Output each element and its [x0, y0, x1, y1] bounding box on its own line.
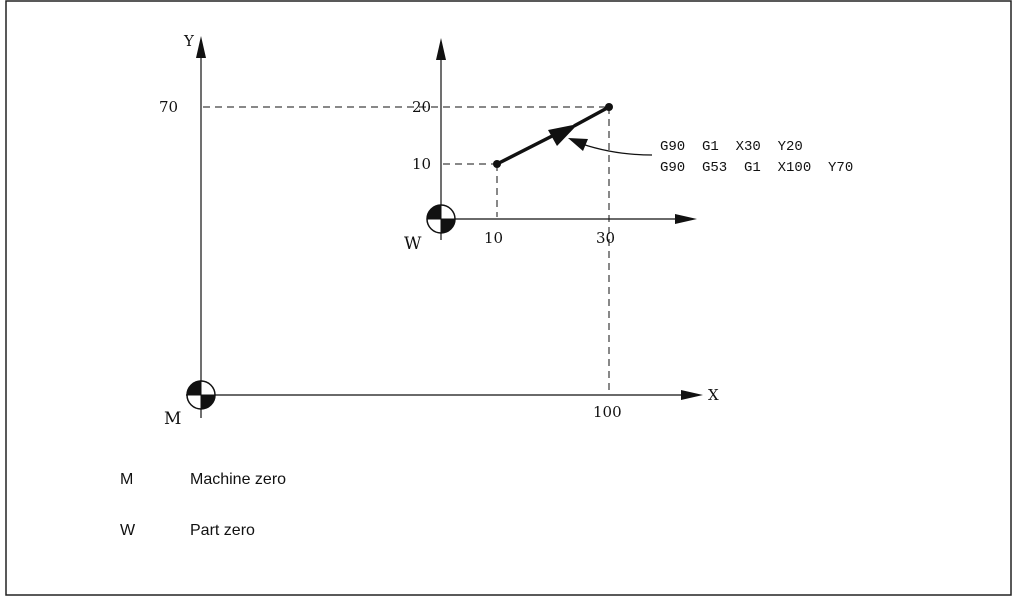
- annotation-line-1: G90 G1 X30 Y20: [660, 139, 803, 155]
- legend-key: W: [120, 522, 136, 539]
- start-point: [493, 160, 501, 168]
- machine-zero-icon: [186, 380, 216, 410]
- machine-y-label: Y: [183, 32, 195, 50]
- part-zero-icon: [426, 204, 456, 234]
- annotation-line-2: G90 G53 G1 X100 Y70: [660, 160, 853, 176]
- part-x-tick-30: 30: [596, 229, 615, 247]
- dashed-guides: [203, 106, 610, 393]
- legend-key: M: [120, 471, 134, 488]
- machine-x-label: X: [708, 386, 719, 404]
- part-y-arrowhead: [436, 38, 446, 60]
- part-x-arrowhead: [675, 214, 697, 224]
- machine-y-arrowhead: [196, 36, 206, 58]
- legend-item-part-zero: W Part zero: [120, 522, 420, 544]
- motion-arrowhead: [548, 124, 578, 146]
- machine-origin-label: M: [164, 409, 181, 429]
- legend-text: Part zero: [190, 522, 255, 539]
- machine-x-arrowhead: [681, 390, 703, 400]
- end-point: [605, 103, 613, 111]
- legend-item-machine-zero: M Machine zero: [120, 471, 420, 493]
- figure-border: [5, 0, 1012, 596]
- machine-y-tick-70: 70: [159, 98, 178, 116]
- machine-x-tick-100: 100: [593, 403, 622, 421]
- annotation-leader: [568, 138, 653, 156]
- machine-axes: [186, 36, 703, 418]
- motion-path: [493, 103, 613, 168]
- part-x-tick-10: 10: [484, 229, 503, 247]
- legend-text: Machine zero: [190, 471, 287, 488]
- part-y-tick-10: 10: [412, 155, 431, 173]
- part-origin-label: W: [404, 234, 422, 254]
- part-y-tick-20: 20: [412, 98, 431, 116]
